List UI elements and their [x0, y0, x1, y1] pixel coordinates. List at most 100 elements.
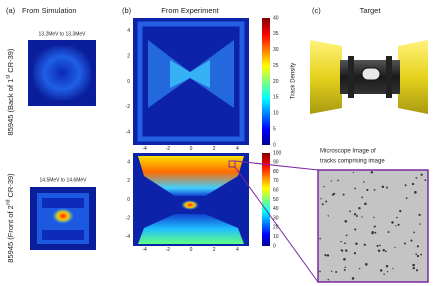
side-label: 85945 (Front of 2nd CR-39)	[6, 173, 15, 263]
colorbar-tick-label: 0	[273, 142, 276, 148]
colorbar-tick-label: 90	[273, 160, 279, 166]
track	[414, 191, 417, 194]
colorbar-tick-label: 20	[273, 79, 279, 85]
track	[373, 225, 376, 228]
track	[371, 232, 374, 235]
y-tick-label: -4	[126, 130, 131, 136]
track	[344, 266, 346, 269]
track	[382, 248, 385, 252]
track	[374, 231, 377, 234]
track	[342, 193, 345, 196]
track	[343, 257, 346, 261]
track	[396, 216, 398, 219]
track	[319, 270, 321, 273]
sim-image-spot	[52, 208, 74, 224]
track	[352, 171, 354, 174]
track	[405, 197, 408, 199]
target-image	[304, 22, 432, 130]
track	[331, 193, 334, 196]
x-tick-label: -4	[142, 247, 147, 253]
colorbar-tick-label: 80	[273, 169, 279, 175]
track	[386, 186, 388, 189]
colorbar-tick-label: 40	[273, 15, 279, 21]
track	[361, 196, 364, 199]
y-tick-label: 4	[127, 28, 130, 34]
track	[355, 242, 358, 246]
track	[353, 252, 357, 255]
track	[385, 264, 389, 268]
colorbar-tick-label: 5	[273, 126, 276, 132]
track	[416, 245, 419, 248]
track	[354, 228, 357, 231]
colorbar-tick-label: 100	[273, 150, 282, 156]
track	[363, 243, 366, 246]
track	[370, 171, 374, 174]
track	[325, 200, 328, 203]
track	[320, 198, 322, 200]
track	[383, 273, 385, 275]
y-tick-label: 4	[127, 160, 130, 166]
colorbar-tick-label: 40	[273, 206, 279, 212]
track	[379, 269, 383, 272]
panel-title: From Experiment	[161, 6, 219, 15]
track	[351, 277, 355, 280]
track	[345, 234, 348, 237]
track	[337, 179, 339, 182]
track	[358, 267, 361, 270]
track	[418, 213, 421, 216]
panel-label: (a)	[6, 6, 16, 15]
track	[386, 270, 389, 273]
x-tick-label: 0	[190, 146, 193, 152]
colorbar-tick-label: 50	[273, 197, 279, 203]
x-tick-label: 4	[236, 247, 239, 253]
energy-label: 13.2MeV to 13.3MeV	[39, 31, 87, 37]
track	[391, 221, 394, 224]
y-tick-label: 2	[127, 53, 130, 59]
track	[397, 223, 400, 226]
x-tick-label: 4	[236, 146, 239, 152]
experiment-top	[133, 18, 249, 145]
x-tick-label: 0	[190, 247, 193, 253]
track	[321, 203, 324, 206]
colorbar-tick-label: 35	[273, 31, 279, 37]
experiment-bottom	[133, 153, 249, 246]
track	[364, 202, 367, 206]
track	[412, 266, 415, 270]
track	[385, 250, 387, 253]
track	[324, 254, 327, 257]
colorbar-tick-label: 10	[273, 234, 279, 240]
track	[345, 249, 348, 252]
energy-label: 14.5MeV to 14.6MeV	[40, 177, 88, 183]
panel-title: From Simulation	[22, 6, 77, 15]
track	[335, 271, 338, 273]
microscope-image	[317, 169, 429, 283]
sim-image-glow	[33, 46, 91, 100]
track	[358, 207, 361, 210]
track	[420, 253, 423, 256]
x-tick-label: 2	[213, 146, 216, 152]
track	[377, 249, 381, 252]
track	[424, 179, 427, 182]
track	[394, 246, 396, 249]
colorbar-label: Track Density	[291, 63, 297, 99]
track	[331, 270, 333, 272]
sim-image-band	[42, 230, 84, 240]
y-tick-label: 0	[127, 79, 130, 85]
panel-label: (c)	[312, 6, 321, 15]
caption: Microscope Image of	[320, 149, 376, 155]
colorbar-tick-label: 20	[273, 225, 279, 231]
colorbar-tick-label: 70	[273, 178, 279, 184]
sim-image-band	[42, 198, 84, 208]
y-tick-label: -2	[126, 215, 131, 221]
track	[379, 244, 381, 247]
x-tick-label: -2	[166, 247, 171, 253]
track	[404, 184, 407, 187]
y-tick-label: 0	[127, 197, 130, 203]
track	[413, 231, 415, 234]
colorbar	[262, 153, 270, 246]
track	[326, 254, 330, 257]
zoom-line	[234, 166, 319, 283]
track	[399, 210, 402, 213]
track	[416, 254, 420, 258]
